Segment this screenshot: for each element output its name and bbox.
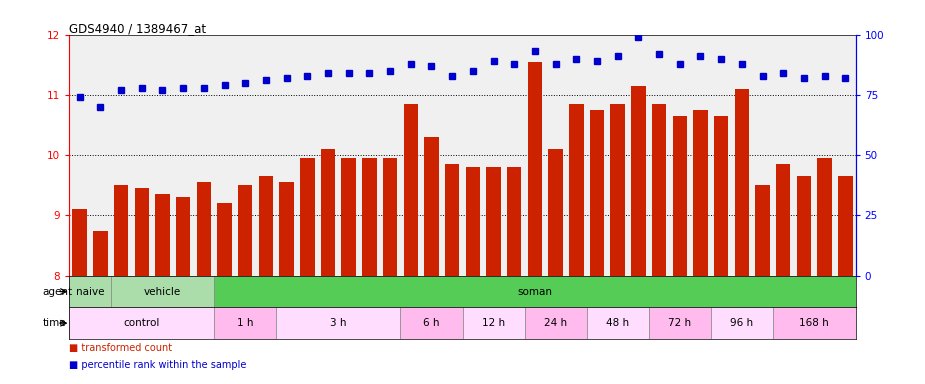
Bar	[425, 137, 438, 276]
Text: agent: agent	[43, 286, 72, 296]
Bar	[321, 149, 335, 276]
Bar	[176, 197, 191, 276]
Bar	[631, 86, 646, 276]
Text: vehicle: vehicle	[144, 286, 181, 296]
Bar	[445, 164, 460, 276]
Bar	[111, 276, 215, 307]
Bar	[401, 307, 462, 339]
Text: GDS4940 / 1389467_at: GDS4940 / 1389467_at	[69, 22, 206, 35]
Bar	[403, 104, 418, 276]
Bar	[215, 307, 277, 339]
Bar	[776, 164, 791, 276]
Bar	[648, 307, 710, 339]
Bar	[279, 182, 294, 276]
Bar	[672, 116, 687, 276]
Bar	[465, 167, 480, 276]
Bar	[300, 158, 314, 276]
Bar	[134, 188, 149, 276]
Text: 24 h: 24 h	[544, 318, 567, 328]
Bar	[818, 158, 832, 276]
Bar	[549, 149, 562, 276]
Bar	[569, 104, 584, 276]
Bar	[524, 307, 586, 339]
Text: 48 h: 48 h	[606, 318, 629, 328]
Bar	[610, 104, 625, 276]
Text: soman: soman	[517, 286, 552, 296]
Bar	[93, 230, 107, 276]
Bar	[710, 307, 773, 339]
Text: 96 h: 96 h	[730, 318, 753, 328]
Text: 6 h: 6 h	[424, 318, 439, 328]
Bar	[341, 158, 356, 276]
Bar	[734, 89, 749, 276]
Bar	[590, 110, 604, 276]
Bar	[69, 307, 215, 339]
Bar	[215, 276, 856, 307]
Text: 1 h: 1 h	[237, 318, 253, 328]
Bar	[796, 176, 811, 276]
Bar	[277, 307, 401, 339]
Bar	[693, 110, 708, 276]
Bar	[114, 185, 129, 276]
Bar	[756, 185, 770, 276]
Bar	[259, 176, 273, 276]
Bar	[69, 276, 111, 307]
Bar	[197, 182, 211, 276]
Text: ■ percentile rank within the sample: ■ percentile rank within the sample	[69, 360, 247, 370]
Bar	[155, 194, 169, 276]
Bar	[773, 307, 856, 339]
Text: control: control	[124, 318, 160, 328]
Bar	[363, 158, 376, 276]
Bar	[507, 167, 522, 276]
Text: 72 h: 72 h	[668, 318, 691, 328]
Text: time: time	[43, 318, 66, 328]
Bar	[217, 204, 232, 276]
Text: 168 h: 168 h	[799, 318, 829, 328]
Bar	[652, 104, 666, 276]
Bar	[527, 62, 542, 276]
Bar	[586, 307, 648, 339]
Text: 12 h: 12 h	[482, 318, 505, 328]
Bar	[383, 158, 398, 276]
Bar	[72, 209, 87, 276]
Bar	[714, 116, 728, 276]
Text: naive: naive	[76, 286, 105, 296]
Text: ■ transformed count: ■ transformed count	[69, 343, 172, 353]
Bar	[487, 167, 500, 276]
Text: 3 h: 3 h	[330, 318, 347, 328]
Bar	[462, 307, 524, 339]
Bar	[838, 176, 853, 276]
Bar	[238, 185, 253, 276]
